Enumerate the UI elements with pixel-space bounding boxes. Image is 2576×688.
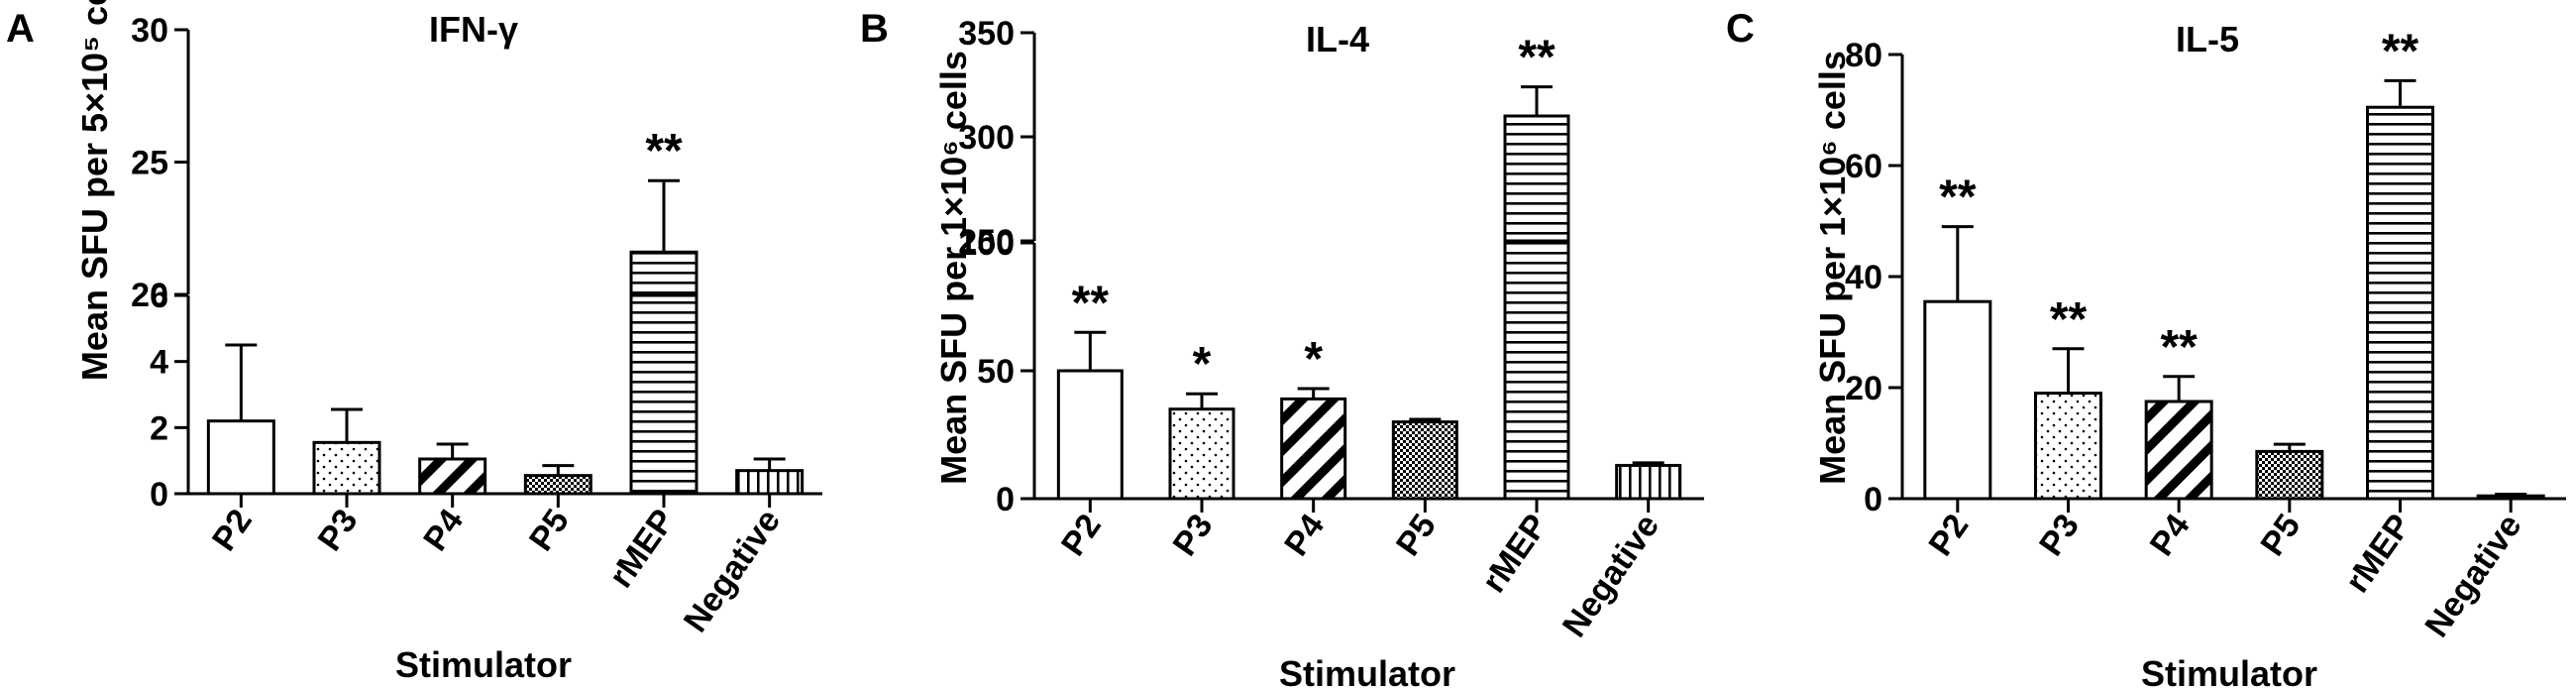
- y-tick-label: 0: [996, 481, 1015, 518]
- bar-negative: [2476, 494, 2545, 501]
- x-axis-label-a: Stimulator: [395, 644, 572, 685]
- bar-p5: [523, 474, 592, 496]
- y-tick-label: 100: [958, 225, 1015, 263]
- bar-p4: [418, 457, 487, 496]
- y-tick-label: 20: [131, 277, 168, 314]
- chart-panel-b: B IL-4 Mean SFU per 1×10⁶ cells Stimulat…: [860, 7, 1704, 688]
- y-tick-label: 40: [1845, 259, 1882, 296]
- y-tick-label: 6: [150, 278, 168, 315]
- significance-label: **: [2160, 321, 2198, 374]
- bar-p4: [1280, 397, 1347, 501]
- y-tick-label: 350: [958, 15, 1015, 53]
- x-tick-label: P5: [522, 503, 577, 558]
- x-tick-label: P4: [2143, 508, 2198, 563]
- chart-marks-c: 0 20 40 60 80 ** P2 ** P3 ** P4 P5 ** rMEP Negative: [1845, 25, 2566, 644]
- bar-p2: [206, 419, 275, 496]
- bar-negative: [735, 469, 805, 496]
- bar-p5: [2255, 449, 2324, 501]
- x-axis-label-b: Stimulator: [1279, 653, 1455, 688]
- bar-negative: [1615, 463, 1682, 501]
- panel-letter-c: C: [1726, 7, 1755, 51]
- x-tick-label: P2: [1921, 508, 1976, 563]
- significance-label: *: [1304, 333, 1323, 386]
- significance-label: **: [1072, 277, 1110, 329]
- significance-label: **: [2382, 25, 2419, 77]
- significance-label: *: [1193, 338, 1212, 391]
- y-axis-label-b: Mean SFU per 1×10⁶ cells: [933, 51, 974, 485]
- y-axis-label-a: Mean SFU per 5×10⁵ cells: [74, 0, 115, 381]
- x-tick-label: rMEP: [602, 503, 683, 595]
- x-tick-label: P2: [1054, 508, 1109, 563]
- y-tick-label: 25: [131, 145, 168, 182]
- x-tick-label: P3: [311, 503, 366, 558]
- bar-p3: [2034, 392, 2102, 501]
- x-tick-label: Negative: [677, 503, 788, 639]
- x-tick-label: P2: [205, 503, 260, 558]
- y-tick-label: 300: [958, 119, 1015, 157]
- y-tick-label: 20: [1845, 370, 1882, 407]
- y-tick-label: 30: [131, 12, 168, 50]
- chart-panel-a: A IFN-γ Mean SFU per 5×10⁵ cells Stimula…: [6, 0, 822, 685]
- y-tick-label: 50: [977, 353, 1015, 391]
- bar-p5: [1391, 420, 1458, 501]
- x-axis-label-c: Stimulator: [2141, 653, 2317, 688]
- significance-label: **: [1939, 172, 1977, 224]
- x-tick-label: P3: [2032, 508, 2087, 563]
- panel-letter-b: B: [860, 7, 889, 51]
- bar-rmep-upper: [1503, 114, 1570, 243]
- x-tick-label: Negative: [2417, 508, 2528, 644]
- x-tick-label: P3: [1166, 508, 1221, 563]
- chart-panel-c: C IL-5 Mean SFU per 1×10⁶ cells Stimulat…: [1726, 7, 2566, 688]
- x-tick-label: rMEP: [1475, 508, 1556, 600]
- chart-title-a: IFN-γ: [429, 9, 518, 50]
- bar-p3: [312, 440, 381, 496]
- y-tick-label: 60: [1845, 148, 1882, 185]
- y-tick-label: 4: [150, 344, 168, 382]
- y-tick-label: 80: [1845, 37, 1882, 74]
- bar-p2: [1923, 299, 1992, 501]
- bar-p3: [1168, 407, 1235, 501]
- x-tick-label: P5: [1389, 508, 1444, 563]
- significance-label: **: [1518, 32, 1556, 84]
- bar-p4: [2144, 400, 2213, 501]
- x-tick-label: P4: [1277, 508, 1332, 563]
- bar-rmep: [629, 293, 698, 496]
- chart-title-c: IL-5: [2176, 19, 2239, 59]
- x-tick-label: Negative: [1556, 508, 1666, 644]
- bar-rmep: [2366, 105, 2434, 501]
- y-tick-label: 0: [150, 476, 168, 514]
- chart-title-b: IL-4: [1306, 19, 1369, 59]
- x-tick-label: rMEP: [2338, 508, 2418, 600]
- y-tick-label: 0: [1864, 481, 1882, 518]
- significance-label: **: [645, 125, 683, 177]
- y-tick-label: 2: [150, 409, 168, 447]
- x-tick-label: P4: [416, 503, 471, 558]
- panel-letter-a: A: [6, 7, 35, 51]
- x-tick-label: P5: [2253, 508, 2308, 563]
- bar-rmep-upper: [629, 250, 698, 296]
- significance-label: **: [2050, 293, 2088, 346]
- bar-rmep: [1503, 241, 1570, 501]
- y-tick-label: 250: [958, 223, 1015, 261]
- y-axis-label-c: Mean SFU per 1×10⁶ cells: [1812, 51, 1853, 485]
- bar-p2: [1056, 369, 1124, 501]
